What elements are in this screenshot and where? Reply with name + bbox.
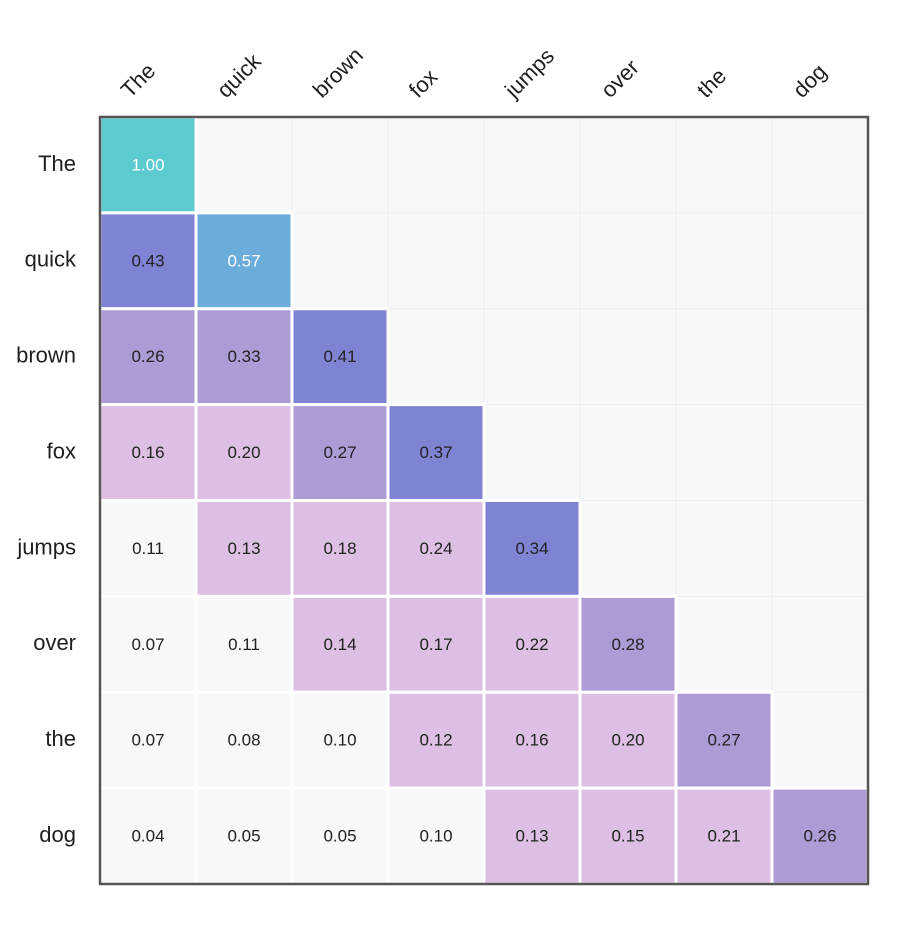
- cell-value-label: 1.00: [131, 155, 164, 174]
- row-label-the: The: [38, 151, 76, 176]
- cell-value-label: 0.14: [323, 635, 356, 654]
- col-labels-layer: The quick brown fox jumps over the dog: [116, 42, 832, 103]
- cell-value-label: 0.16: [131, 443, 164, 462]
- cell-value-label: 0.37: [419, 443, 452, 462]
- cell-value-label: 0.05: [323, 827, 356, 846]
- col-label-group: quick: [212, 48, 267, 103]
- col-label-fox: fox: [404, 64, 442, 102]
- heatmap-cell-fox-brown: [290, 403, 390, 502]
- heatmap-cell-the-the: [674, 690, 774, 790]
- heatmap-cell-the-the: [98, 690, 198, 790]
- cell-value-label: 0.20: [227, 443, 260, 462]
- cell-value-label: 0.34: [515, 539, 548, 558]
- col-label-the: the: [692, 63, 731, 102]
- heatmap-cell-fox-the: [98, 403, 198, 502]
- cell-value-label: 0.24: [419, 539, 452, 558]
- row-label-dog: dog: [39, 822, 76, 847]
- col-label-group: jumps: [499, 43, 559, 103]
- row-label-fox: fox: [47, 438, 76, 463]
- cell-value-label: 0.11: [228, 635, 260, 654]
- row-label-jumps: jumps: [16, 534, 76, 559]
- cell-value-label: 0.17: [419, 635, 452, 654]
- cell-value-label: 0.05: [227, 827, 260, 846]
- cell-value-label: 0.33: [227, 347, 260, 366]
- cell-value-label: 0.57: [227, 251, 260, 270]
- cell-value-label: 0.08: [227, 731, 260, 750]
- cells-layer: [98, 115, 870, 886]
- cell-value-label: 0.11: [132, 539, 164, 558]
- cell-value-label: 0.07: [131, 731, 164, 750]
- cell-value-label: 0.27: [707, 731, 740, 750]
- col-label-dog: dog: [788, 59, 832, 103]
- heatmap-cell-the-fox: [386, 690, 486, 790]
- cell-value-label: 0.07: [131, 635, 164, 654]
- col-label-group: over: [596, 55, 644, 103]
- cell-value-label: 0.12: [419, 731, 452, 750]
- cell-value-label: 0.15: [611, 827, 644, 846]
- col-label-brown: brown: [308, 42, 368, 102]
- col-label-the: The: [116, 58, 160, 102]
- cell-labels-layer: 1.00 0.43 0.57 0.26 0.33 0.41 0.16 0.20 0.27 0.37…: [131, 155, 836, 845]
- cell-value-label: 0.04: [131, 827, 164, 846]
- heatmap-cell-jumps-jumps: [482, 499, 582, 598]
- cell-value-label: 0.27: [323, 443, 356, 462]
- col-label-jumps: jumps: [499, 43, 559, 103]
- heatmap-cell-jumps-the: [98, 499, 198, 598]
- cell-value-label: 0.16: [515, 731, 548, 750]
- row-labels-layer: The quick brown fox jumps over the dog: [16, 151, 77, 847]
- heatmap-cell-over-the: [98, 594, 198, 694]
- heatmap-cell-quick-quick: [194, 211, 294, 311]
- col-label-group: brown: [308, 42, 368, 102]
- heatmap-cell-dog-over: [578, 786, 678, 886]
- col-label-group: fox: [404, 64, 442, 102]
- row-label-over: over: [33, 630, 76, 655]
- cell-value-label: 0.26: [131, 347, 164, 366]
- row-label-quick: quick: [25, 247, 77, 272]
- cell-value-label: 0.10: [323, 731, 356, 750]
- heatmap-cell-over-over: [578, 594, 678, 694]
- cell-value-label: 0.41: [323, 347, 356, 366]
- cell-value-label: 0.21: [707, 827, 740, 846]
- heatmap-cell-the-brown: [290, 690, 390, 790]
- row-label-the: the: [45, 726, 76, 751]
- col-label-group: dog: [788, 59, 832, 103]
- heatmap-frame: [98, 115, 870, 886]
- heatmap-cell-fox-quick: [194, 403, 294, 502]
- cell-value-label: 0.20: [611, 731, 644, 750]
- heatmap-cell-brown-brown: [290, 307, 390, 407]
- col-label-quick: quick: [212, 48, 267, 103]
- cell-value-label: 0.18: [323, 539, 356, 558]
- col-label-group: the: [692, 63, 731, 102]
- col-label-group: The: [116, 58, 160, 102]
- cell-value-label: 0.22: [515, 635, 548, 654]
- col-label-over: over: [596, 55, 644, 103]
- heatmap-cell-dog-fox: [386, 786, 486, 886]
- cell-value-label: 0.28: [611, 635, 644, 654]
- row-label-brown: brown: [16, 343, 76, 368]
- cell-value-label: 0.43: [131, 251, 164, 270]
- heatmap-cell-over-fox: [386, 594, 486, 694]
- cell-value-label: 0.26: [803, 827, 836, 846]
- cell-value-label: 0.10: [419, 827, 452, 846]
- cell-value-label: 0.13: [515, 827, 548, 846]
- cell-value-label: 0.13: [227, 539, 260, 558]
